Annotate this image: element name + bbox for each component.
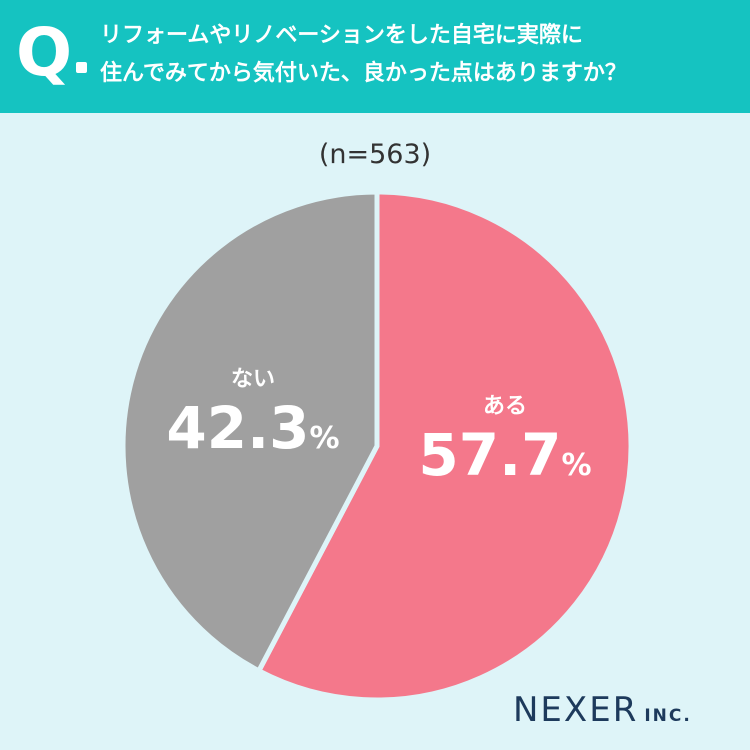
pie-slice-aru: [256, 189, 634, 703]
logo-sub-text: INC.: [644, 706, 692, 726]
slice-percent-aru: 57.7: [418, 421, 562, 489]
slice-percent-sign-aru: %: [561, 448, 592, 483]
slice-label-nai: ない 42.3%: [148, 365, 358, 461]
slice-label-aru: ある 57.7%: [400, 392, 610, 488]
logo-main-text: NEXER: [513, 690, 639, 730]
slice-category-nai: ない: [230, 367, 275, 392]
pie-slice-nai: [120, 189, 380, 674]
slice-category-aru: ある: [482, 394, 527, 419]
slice-percent-sign-nai: %: [309, 421, 340, 456]
question-line-1: リフォームやリノベーションをした自宅に実際に: [100, 23, 583, 48]
question-q-icon: Q: [16, 14, 73, 91]
question-q-dot: [76, 62, 87, 73]
question-line-2: 住んでみてから気付いた、良かった点はありますか？: [100, 61, 627, 86]
sample-size-label: (n=563): [318, 139, 432, 170]
question-header: Q リフォームやリノベーションをした自宅に実際に 住んでみてから気付いた、良かっ…: [0, 0, 750, 113]
slice-percent-nai: 42.3: [166, 394, 310, 462]
question-text: リフォームやリノベーションをした自宅に実際に 住んでみてから気付いた、良かった点…: [100, 17, 740, 93]
nexer-logo: NEXER INC.: [513, 690, 692, 730]
